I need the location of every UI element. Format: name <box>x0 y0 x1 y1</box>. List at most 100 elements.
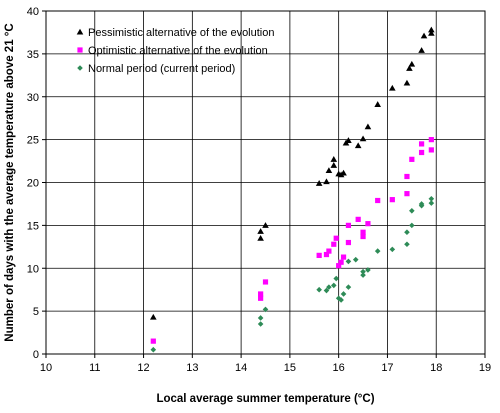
y-tick-label: 35 <box>27 49 39 61</box>
data-point-triangle <box>359 135 367 142</box>
x-axis-title: Local average summer temperature (°C) <box>156 393 374 405</box>
y-tick-label: 5 <box>33 306 39 318</box>
data-point-triangle <box>420 32 428 39</box>
data-point-square <box>409 156 415 162</box>
data-point-triangle <box>374 101 381 107</box>
data-point-square <box>360 229 366 235</box>
legend-item: Optimistic alternative of the evolution <box>77 45 268 57</box>
data-point-square <box>258 295 264 301</box>
data-point-square <box>338 259 344 265</box>
legend-item: Normal period (current period) <box>77 63 235 75</box>
data-point-square <box>323 251 330 258</box>
data-point-diamond <box>345 284 352 290</box>
x-tick-label: 14 <box>235 362 247 374</box>
data-point-diamond <box>257 315 264 321</box>
data-point-triangle <box>325 167 333 173</box>
data-point-square <box>340 254 347 260</box>
data-point-square <box>389 197 395 203</box>
data-point-square <box>404 173 410 180</box>
data-point-diamond <box>365 267 371 273</box>
series-triangle <box>150 26 435 320</box>
data-point-diamond <box>257 321 264 327</box>
data-point-square <box>262 279 269 285</box>
data-point-triangle <box>403 79 411 86</box>
x-tick-label: 10 <box>40 362 52 374</box>
data-point-triangle <box>330 162 338 168</box>
data-point-diamond <box>333 275 340 282</box>
legend-marker-diamond <box>77 65 83 71</box>
y-tick-label: 40 <box>27 6 39 18</box>
legend-marker-triangle <box>76 28 84 35</box>
data-point-square <box>375 197 381 204</box>
data-point-square <box>355 216 361 222</box>
data-points <box>150 26 435 353</box>
y-tick-label: 15 <box>27 220 39 232</box>
x-tick-label: 19 <box>479 362 491 374</box>
data-point-triangle <box>257 234 264 241</box>
data-point-diamond <box>418 202 425 209</box>
data-point-square <box>336 263 342 269</box>
series-square <box>150 137 434 344</box>
y-tick-label: 25 <box>27 135 39 147</box>
data-point-diamond <box>335 295 342 302</box>
data-point-triangle <box>262 222 269 228</box>
data-point-diamond <box>428 200 435 206</box>
legend-label: Normal period (current period) <box>88 63 235 75</box>
data-point-triangle <box>330 156 338 162</box>
data-point-triangle <box>364 123 372 130</box>
data-point-triangle <box>150 313 157 320</box>
data-point-diamond <box>352 256 359 263</box>
data-point-diamond <box>316 286 322 293</box>
data-point-triangle <box>354 142 362 149</box>
data-point-diamond <box>326 284 332 290</box>
data-point-square <box>316 252 322 258</box>
data-point-triangle <box>323 178 330 185</box>
data-point-square <box>418 149 425 156</box>
data-point-diamond <box>360 268 366 275</box>
x-tick-label: 11 <box>89 362 100 374</box>
data-point-triangle <box>315 180 323 186</box>
data-point-triangle <box>428 29 435 36</box>
data-point-triangle <box>428 26 435 33</box>
data-point-diamond <box>262 306 269 313</box>
y-tick-label: 10 <box>27 263 39 275</box>
data-point-diamond <box>404 241 410 248</box>
data-point-diamond <box>338 297 344 303</box>
data-point-square <box>428 147 434 153</box>
data-point-triangle <box>345 137 352 143</box>
data-point-square <box>418 141 425 147</box>
data-point-diamond <box>330 282 337 289</box>
data-point-diamond <box>360 272 366 278</box>
data-point-square <box>365 221 371 227</box>
x-tick-label: 17 <box>381 362 393 374</box>
series-diamond <box>150 195 435 353</box>
data-point-triangle <box>408 60 416 67</box>
data-point-square <box>360 233 366 240</box>
data-point-triangle <box>418 47 425 53</box>
data-point-triangle <box>340 169 347 176</box>
data-point-diamond <box>409 207 415 214</box>
y-tick-label: 0 <box>33 349 39 361</box>
data-point-diamond <box>428 195 435 202</box>
legend-marker-square <box>77 47 83 53</box>
data-point-square <box>345 239 352 246</box>
data-point-diamond <box>404 229 410 236</box>
data-point-diamond <box>340 291 347 297</box>
y-tick-label: 30 <box>27 92 39 104</box>
x-tick-label: 13 <box>186 362 198 374</box>
y-tick-label: 20 <box>27 178 39 190</box>
data-point-triangle <box>257 228 264 234</box>
x-tick-label: 16 <box>333 362 345 374</box>
data-point-diamond <box>323 287 330 294</box>
data-point-square <box>333 235 339 241</box>
data-point-square <box>428 137 434 143</box>
y-axis-title: Number of days with the average temperat… <box>4 23 16 341</box>
x-tick-label: 12 <box>137 362 149 374</box>
data-point-square <box>331 241 337 247</box>
data-point-square <box>345 222 352 228</box>
data-point-square <box>404 191 410 197</box>
axis-ticks: 10 11 12 13 14 15 16 17 18 19 0 5 10 15 20 25 30 35 40 <box>27 6 491 374</box>
data-point-triangle <box>406 65 413 71</box>
